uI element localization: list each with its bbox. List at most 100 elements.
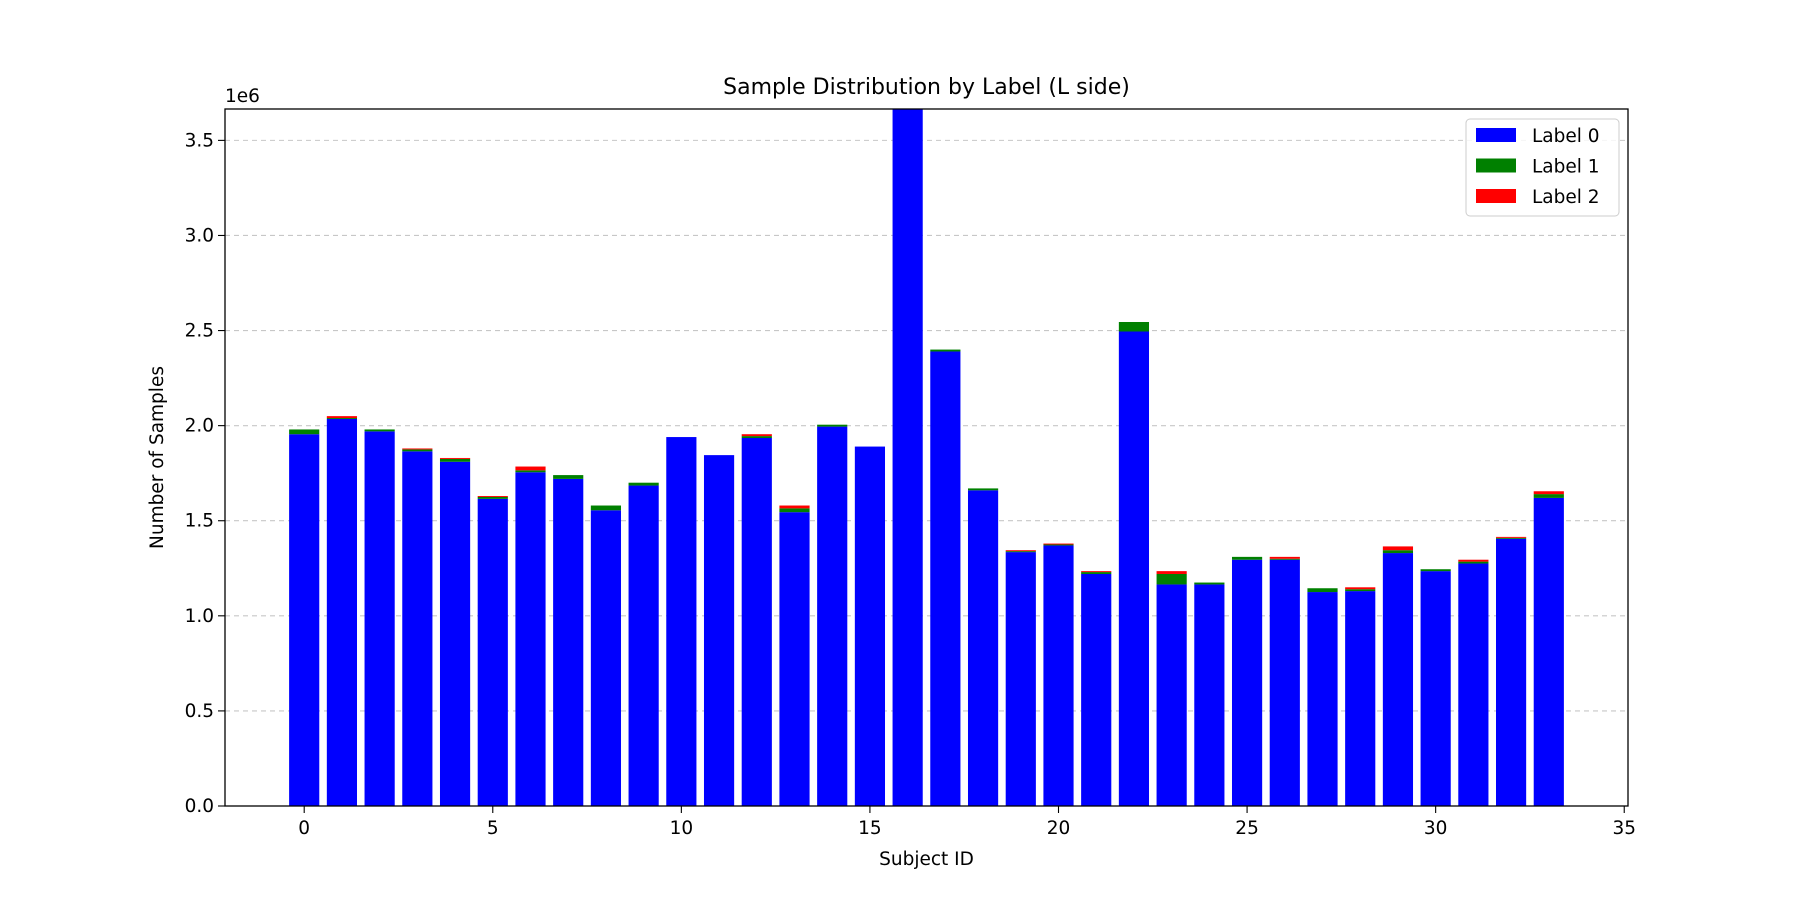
bar-segment-label-0 <box>930 351 961 806</box>
bar-segment-label-0 <box>817 426 848 806</box>
x-tick-label: 5 <box>487 818 499 839</box>
bar-segment-label-0 <box>553 478 584 806</box>
bar-segment-label-0 <box>364 431 395 806</box>
bars <box>289 109 1564 806</box>
bar-segment-label-0 <box>326 418 358 806</box>
bar-segment-label-2 <box>439 457 471 459</box>
bar-segment-label-1 <box>553 475 584 479</box>
bar-segment-label-1 <box>967 488 999 491</box>
y-tick-label: 0.0 <box>185 796 214 817</box>
chart-title: Sample Distribution by Label (L side) <box>723 75 1130 100</box>
legend: Label 0 Label 1 Label 2 <box>1465 118 1620 217</box>
bar-segment-label-2 <box>515 466 546 471</box>
bar-segment-label-0 <box>1420 571 1451 806</box>
bar-segment-label-1 <box>515 470 546 473</box>
bar-segment-label-2 <box>779 505 810 509</box>
legend-label: Label 2 <box>1532 187 1600 208</box>
bar-segment-label-2 <box>1081 571 1112 573</box>
bar-segment-label-2 <box>1269 556 1300 559</box>
bar-segment-label-0 <box>289 434 320 806</box>
bar-segment-label-0 <box>1307 592 1338 806</box>
bar-segment-label-1 <box>326 418 358 419</box>
bar-segment-label-1 <box>477 496 508 499</box>
x-axis: 0 5 10 15 20 25 30 35 <box>298 806 1636 839</box>
bar-segment-label-1 <box>1307 588 1338 593</box>
bar-segment-label-0 <box>741 438 772 806</box>
bar-segment-label-2 <box>1043 543 1074 545</box>
bar-segment-label-1 <box>1194 582 1225 585</box>
bar-segment-label-0 <box>628 485 659 806</box>
y-axis: 0.0 0.5 1.0 1.5 2.0 2.5 3.0 3.5 <box>185 130 225 817</box>
y-tick-label: 3.5 <box>185 130 214 151</box>
bar-segment-label-0 <box>1156 584 1187 806</box>
bar-segment-label-0 <box>892 109 923 806</box>
bar-segment-label-2 <box>1495 536 1527 538</box>
bar-segment-label-1 <box>1043 544 1074 546</box>
bar-segment-label-0 <box>666 437 697 806</box>
x-tick-label: 35 <box>1612 818 1636 839</box>
bar-segment-label-1 <box>1420 569 1451 572</box>
bar-segment-label-1 <box>817 424 848 427</box>
y-tick-label: 1.0 <box>185 606 214 627</box>
bar-segment-label-1 <box>1269 558 1300 560</box>
bar-segment-label-0 <box>439 461 471 806</box>
bar-segment-label-0 <box>1495 538 1527 806</box>
bar-segment-label-1 <box>628 482 659 486</box>
legend-swatch <box>1476 128 1516 142</box>
bar-segment-label-2 <box>1458 559 1489 562</box>
bar-segment-label-2 <box>402 448 433 450</box>
y-axis-label: Number of Samples <box>147 366 168 549</box>
bar-segment-label-0 <box>779 512 810 806</box>
bar-segment-label-2 <box>1345 587 1376 590</box>
bar-segment-label-0 <box>402 451 433 806</box>
bar-segment-label-1 <box>930 349 961 352</box>
y-tick-label: 2.5 <box>185 321 214 342</box>
x-tick-label: 30 <box>1424 818 1448 839</box>
x-tick-label: 20 <box>1047 818 1071 839</box>
bar-segment-label-0 <box>1043 545 1074 806</box>
bar-segment-label-0 <box>1345 591 1376 806</box>
plot-frame <box>224 108 1629 807</box>
bar-segment-label-2 <box>1005 550 1036 552</box>
bar-segment-label-1 <box>1382 550 1414 554</box>
bar-segment-label-2 <box>477 496 508 497</box>
bar-segment-label-0 <box>1458 563 1489 806</box>
bar-segment-label-1 <box>1156 573 1187 585</box>
y-tick-label: 1.5 <box>185 511 214 532</box>
bar-segment-label-1 <box>289 429 320 435</box>
bar-segment-label-1 <box>1345 589 1376 592</box>
bar-segment-label-0 <box>590 510 622 806</box>
bar-segment-label-1 <box>779 508 810 513</box>
legend-label: Label 1 <box>1532 157 1600 178</box>
x-tick-label: 15 <box>858 818 882 839</box>
bar-segment-label-1 <box>1231 556 1263 560</box>
bar-segment-label-1 <box>1533 494 1564 498</box>
y-tick-label: 3.0 <box>185 225 214 246</box>
bar-segment-label-2 <box>741 434 772 437</box>
x-axis-label: Subject ID <box>879 849 974 870</box>
bar-segment-label-0 <box>477 498 508 806</box>
bar-segment-label-1 <box>741 436 772 439</box>
legend-swatch <box>1476 158 1516 173</box>
bar-segment-label-0 <box>967 490 999 806</box>
bar-segment-label-1 <box>1005 551 1036 553</box>
bar-segment-label-0 <box>854 446 886 806</box>
bar-segment-label-1 <box>439 458 471 462</box>
bar-segment-label-0 <box>703 455 735 806</box>
bar-segment-label-1 <box>402 449 433 452</box>
bar-segment-label-0 <box>515 472 546 806</box>
bar-segment-label-2 <box>326 416 358 419</box>
bar-segment-label-0 <box>1269 559 1300 806</box>
bar-segment-label-1 <box>1495 537 1527 539</box>
bar-segment-label-0 <box>1005 552 1036 806</box>
bar-segment-label-2 <box>1533 491 1564 495</box>
bar-segment-label-1 <box>364 429 395 432</box>
bar-segment-label-1 <box>590 505 622 511</box>
bar-segment-label-0 <box>1382 553 1414 806</box>
bar-segment-label-1 <box>1458 561 1489 564</box>
x-tick-label: 10 <box>670 818 694 839</box>
bar-segment-label-0 <box>1118 331 1150 806</box>
bar-segment-label-2 <box>1156 571 1187 574</box>
bar-segment-label-1 <box>1081 572 1112 574</box>
